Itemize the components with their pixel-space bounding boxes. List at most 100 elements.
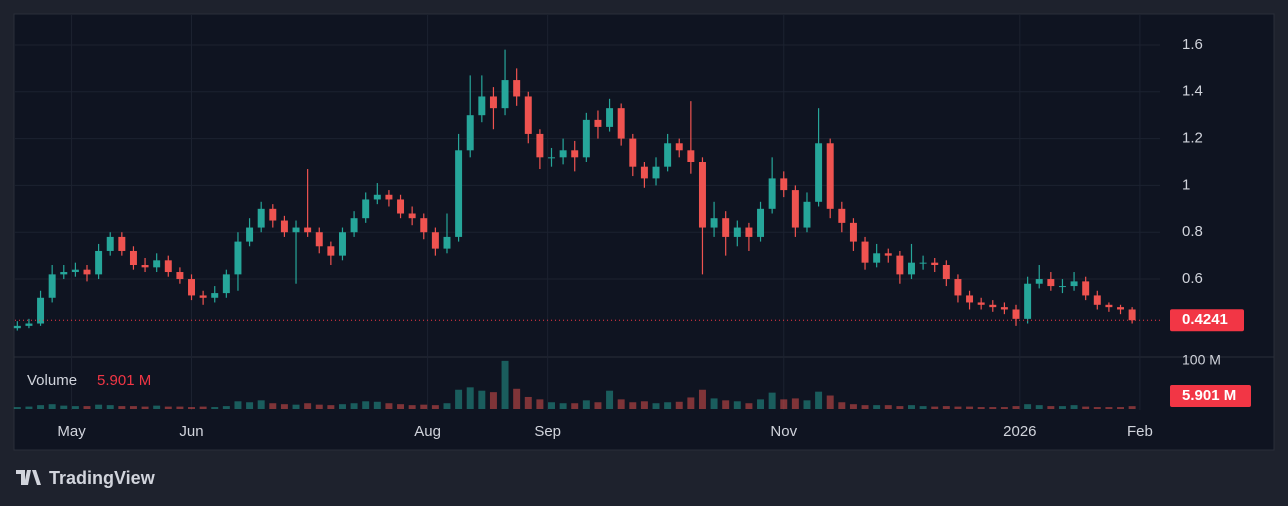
volume-bar xyxy=(513,388,521,409)
volume-bar xyxy=(559,403,567,409)
volume-bar xyxy=(536,399,544,409)
volume-bar xyxy=(942,406,950,409)
candle-body xyxy=(606,108,614,127)
candle-body xyxy=(1012,309,1020,319)
candle-body xyxy=(849,222,857,242)
volume-bar xyxy=(60,405,68,409)
candle-body xyxy=(826,143,834,209)
volume-bar xyxy=(118,406,126,409)
volume-bar xyxy=(48,404,56,409)
candle-body xyxy=(803,201,811,228)
candle-body xyxy=(431,232,439,249)
volume-bar xyxy=(652,403,660,409)
candle-body xyxy=(292,227,300,233)
candle-body xyxy=(908,262,915,275)
candle-body xyxy=(1093,295,1101,305)
candle-body xyxy=(582,119,590,158)
volume-bar xyxy=(37,405,45,409)
volume-bar xyxy=(931,406,939,409)
candle-body xyxy=(815,143,823,202)
grid xyxy=(15,15,1160,410)
volume-bar xyxy=(222,406,230,409)
candle-body xyxy=(1117,307,1125,310)
volume-bar xyxy=(594,402,602,409)
volume-bar xyxy=(908,405,915,409)
candle-body xyxy=(513,80,521,97)
volume-bar xyxy=(478,390,486,409)
volume-bar xyxy=(640,401,648,409)
volume-bar xyxy=(25,406,33,409)
volume-bar xyxy=(629,402,637,409)
volume-bar xyxy=(1035,405,1043,409)
candle-body xyxy=(1058,286,1066,288)
volume-bar xyxy=(722,400,730,409)
candle-body xyxy=(954,279,962,296)
volume-bar xyxy=(373,401,381,409)
brand: TradingView xyxy=(16,468,156,488)
brand-logo xyxy=(16,470,41,485)
volume-bar xyxy=(83,406,91,409)
y-tick-label: 1.6 xyxy=(1182,36,1203,53)
volume-bar xyxy=(989,407,997,409)
candle-body xyxy=(861,241,869,263)
volume-bar xyxy=(849,404,857,409)
candle-body xyxy=(269,208,277,221)
candle-body xyxy=(1035,279,1043,284)
candle-body xyxy=(629,138,637,167)
candle-body xyxy=(304,227,312,233)
candle-body xyxy=(25,323,33,326)
candle-body xyxy=(280,220,288,233)
volume-bar xyxy=(664,402,672,409)
volume-bar xyxy=(292,404,300,409)
volume-bar xyxy=(1047,406,1055,409)
volume-bar xyxy=(710,398,718,409)
volume-bar xyxy=(129,406,137,409)
candle-body xyxy=(222,274,230,294)
volume-bar xyxy=(884,405,892,409)
volume-bar xyxy=(71,406,79,409)
candle-body xyxy=(1047,279,1055,287)
volume-bar xyxy=(269,403,277,409)
candle-body xyxy=(722,218,730,237)
candle-body xyxy=(896,255,904,275)
volume-bar xyxy=(431,405,439,409)
volume-bar xyxy=(246,402,254,409)
volume-bar xyxy=(745,403,753,409)
volume-tick-label: 100 M xyxy=(1182,352,1221,368)
volume-bar xyxy=(919,406,927,409)
candle-body xyxy=(1070,281,1078,287)
candle-body xyxy=(83,269,91,275)
candle-body xyxy=(733,227,741,237)
candle-body xyxy=(478,96,486,116)
volume-bar xyxy=(1082,406,1090,409)
candle-body xyxy=(966,295,974,303)
candle-body xyxy=(443,236,451,249)
candle-body xyxy=(1000,307,1008,310)
volume-bar xyxy=(571,403,579,409)
last-volume-label: 5.901 M xyxy=(1182,387,1236,404)
candle-body xyxy=(327,246,335,256)
candle-body xyxy=(838,208,846,223)
candle-body xyxy=(234,241,242,275)
candle-body xyxy=(919,262,927,264)
candle-body xyxy=(780,178,788,191)
candle-body xyxy=(501,80,509,109)
candle-body xyxy=(350,218,358,233)
candle-body xyxy=(60,272,68,275)
last-price-label: 0.4241 xyxy=(1182,311,1228,328)
volume-bar xyxy=(338,404,346,409)
volume-bar xyxy=(1070,405,1078,409)
candle-body xyxy=(524,96,532,134)
volume-bar xyxy=(687,397,695,409)
volume-bar xyxy=(582,400,590,409)
volume-bar xyxy=(211,407,219,409)
last-volume-badge xyxy=(1170,385,1251,407)
volume-bar xyxy=(803,400,811,409)
candle-body xyxy=(559,150,567,158)
volume-bar xyxy=(362,401,370,409)
volume-bar xyxy=(768,392,776,409)
volume-bar xyxy=(489,392,497,409)
candle-body xyxy=(594,119,602,127)
candle-body xyxy=(106,236,114,251)
volume-bar xyxy=(617,399,625,409)
